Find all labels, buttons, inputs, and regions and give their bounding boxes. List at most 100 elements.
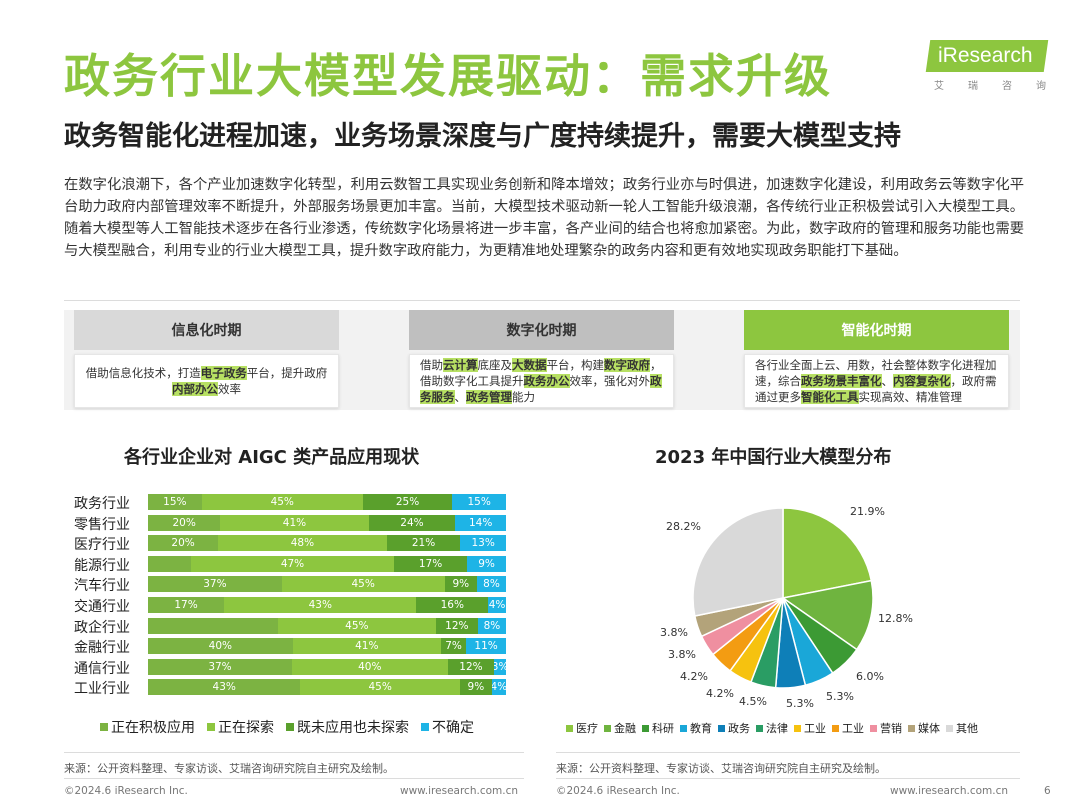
highlighted-keyword: 内容复杂化 — [893, 374, 951, 388]
legend-item: 医疗 — [566, 720, 598, 736]
pie-slice — [782, 507, 873, 599]
source-note-left: 来源：公开资料整理、专家访谈、艾瑞咨询研究院自主研究及绘制。 — [64, 762, 394, 775]
legend-label: 科研 — [652, 722, 674, 735]
legend-item: 正在探索 — [207, 717, 274, 737]
legend-item: 其他 — [946, 720, 978, 736]
legend-swatch — [946, 724, 953, 732]
bar-segment: 11% — [466, 638, 506, 655]
highlighted-keyword: 政务管理 — [466, 390, 512, 404]
phase-text: 借助信息化技术，打造 — [85, 366, 201, 380]
pie-chart-legend: 医疗 金融 科研 教育 政务 法律 工业 工业 营销 媒体 其他 — [566, 720, 984, 736]
copyright-left: ©2024.6 iResearch Inc. — [64, 785, 188, 797]
highlighted-keyword: 数字政府 — [604, 358, 650, 372]
copyright-right: ©2024.6 iResearch Inc. — [556, 785, 680, 797]
bar-segment: 40% — [291, 658, 448, 675]
bar-category-label: 能源行业 — [74, 557, 130, 574]
legend-label: 不确定 — [432, 720, 474, 736]
bar-row: 能源行业 47% 17% 9% — [74, 555, 514, 574]
source-divider-left — [64, 752, 524, 753]
page-subtitle: 政务智能化进程加速，业务场景深度与广度持续提升，需要大模型支持 — [64, 121, 901, 152]
legend-label: 医疗 — [576, 722, 598, 735]
bar-segment: 41% — [292, 638, 441, 655]
highlighted-keyword: 内部办公 — [172, 382, 218, 396]
legend-label: 金融 — [614, 722, 636, 735]
highlighted-keyword: 大数据 — [512, 358, 547, 372]
legend-label: 正在探索 — [218, 720, 274, 736]
phase-title: 数字化时期 — [409, 310, 674, 350]
legend-item: 教育 — [680, 720, 712, 736]
site-url-left[interactable]: www.iresearch.com.cn — [400, 785, 519, 797]
phase-description: 借助信息化技术，打造电子政务平台，提升政府内部办公效率 — [74, 354, 339, 408]
legend-swatch — [421, 723, 429, 731]
phase-description: 各行业全面上云、用数，社会整体数字化进程加速，综合政务场景丰富化、内容复杂化，政… — [744, 354, 1009, 408]
phase-text: 平台，提升政府 — [246, 366, 328, 380]
pie-data-label: 6.0% — [856, 670, 884, 683]
bar-category-label: 汽车行业 — [74, 578, 130, 595]
legend-label: 法律 — [766, 722, 788, 735]
legend-swatch — [718, 724, 725, 732]
legend-label: 教育 — [690, 722, 712, 735]
legend-swatch — [680, 724, 687, 732]
bar-category-label: 金融行业 — [74, 640, 130, 657]
bar-segment: 7% — [440, 638, 467, 655]
pie-data-label: 3.8% — [668, 648, 696, 661]
bar-segment: 8% — [477, 576, 506, 593]
source-note-right: 来源：公开资料整理、专家访谈、艾瑞咨询研究院自主研究及绘制。 — [556, 762, 886, 775]
source-divider-right — [556, 752, 1020, 753]
bar-row: 通信行业 37%40%12%3% — [74, 658, 514, 677]
logo-text: iResearch — [938, 44, 1033, 67]
legend-label: 工业 — [842, 722, 864, 735]
highlighted-keyword: 云计算 — [443, 358, 478, 372]
bar-segment: 24% — [368, 514, 456, 531]
bar-segment: 9% — [467, 555, 506, 572]
legend-item: 科研 — [642, 720, 674, 736]
phase-description: 借助云计算底座及大数据平台，构建数字政府，借助数字化工具提升政务办公效率，强化对… — [409, 354, 674, 408]
phase-title: 信息化时期 — [74, 310, 339, 350]
phase-intelligentization: 智能化时期 各行业全面上云、用数，社会整体数字化进程加速，综合政务场景丰富化、内… — [744, 310, 1009, 410]
bar-segment: 37% — [148, 658, 292, 675]
bar-segment: 45% — [201, 494, 363, 510]
legend-item: 工业 — [832, 720, 864, 736]
footer-divider-right — [556, 778, 1020, 779]
legend-swatch — [100, 723, 108, 731]
legend-swatch — [908, 724, 915, 732]
bar-segment: 20% — [148, 514, 221, 531]
bar-row: 金融行业 40% 41% 7% 11% — [74, 638, 514, 657]
legend-item: 工业 — [794, 720, 826, 736]
bar-chart-title: 各行业企业对 AIGC 类产品应用现状 — [124, 447, 420, 468]
phase-text: 底座及 — [477, 358, 513, 372]
bar-segment: 45% — [281, 576, 445, 593]
bar-segment: 12% — [435, 617, 478, 634]
pie-data-label: 4.5% — [739, 695, 767, 708]
bar-category-label: 零售行业 — [74, 516, 130, 533]
bar-row: 交通行业 17% 43% 16% 4% — [74, 597, 514, 615]
legend-label: 政务 — [728, 722, 750, 735]
phase-text: 各行业全面上云、用数，社会整体数字化进程加速，综合 — [755, 358, 997, 388]
site-url-right[interactable]: www.iresearch.com.cn — [890, 785, 1009, 797]
pie-data-label: 3.8% — [660, 626, 688, 639]
legend-item: 营销 — [870, 720, 902, 736]
bar-segment: 43% — [224, 597, 417, 613]
legend-item: 金融 — [604, 720, 636, 736]
bar-row: 政企行业 45% 12% 8% — [74, 617, 514, 636]
bar-segment: 40% — [148, 638, 293, 655]
bar-segment — [148, 617, 278, 634]
legend-swatch — [642, 724, 649, 732]
phase-digitalization: 数字化时期 借助云计算底座及大数据平台，构建数字政府，借助数字化工具提升政务办公… — [409, 310, 674, 410]
bar-segment: 12% — [447, 658, 495, 675]
pie-slice — [781, 579, 874, 651]
phase-text: 、 — [454, 390, 467, 404]
bar-segment: 16% — [416, 597, 489, 613]
bar-row: 汽车行业 37% 45% 9% 8% — [74, 576, 514, 595]
legend-label: 其他 — [956, 722, 978, 735]
bar-row: 医疗行业 20% 48% 21% 13% — [74, 535, 514, 553]
bar-segment: 25% — [362, 494, 453, 510]
legend-swatch — [566, 724, 573, 732]
bar-segment: 21% — [386, 535, 461, 552]
legend-swatch — [286, 723, 294, 731]
logo-subtitle: 艾瑞咨询 — [934, 81, 1046, 92]
legend-label: 既未应用也未探索 — [297, 720, 409, 736]
legend-item: 政务 — [718, 720, 750, 736]
bar-segment: 17% — [393, 555, 468, 572]
pie-chart-title: 2023 年中国行业大模型分布 — [655, 447, 892, 468]
